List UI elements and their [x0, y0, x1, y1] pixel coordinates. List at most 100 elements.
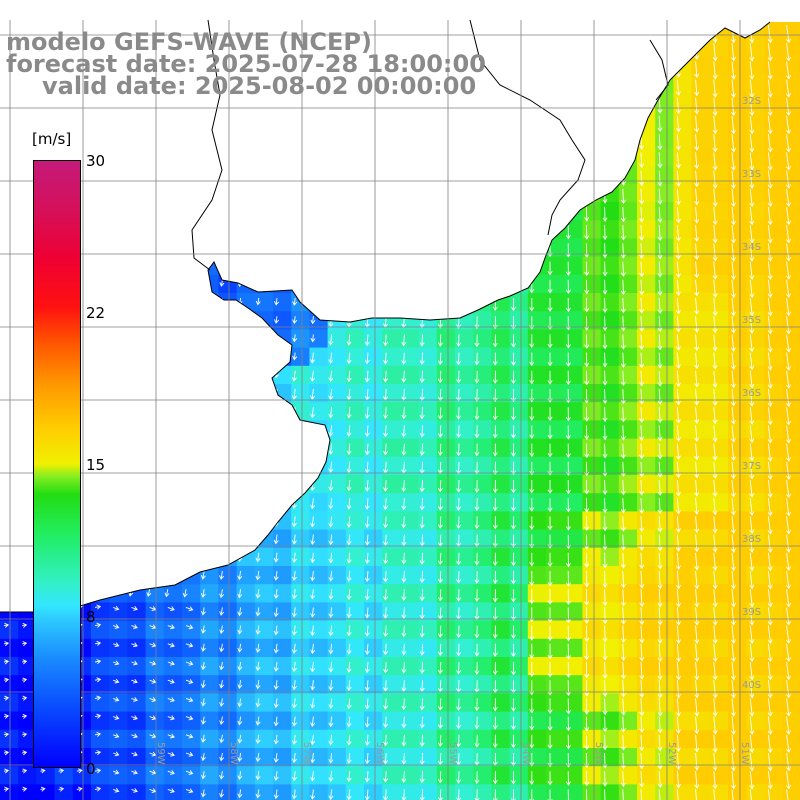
- wind-cell: [327, 347, 347, 367]
- wind-cell: [182, 602, 201, 621]
- wind-cell: [309, 129, 328, 148]
- wind-arrow: [18, 188, 24, 197]
- wind-arrow: [364, 334, 370, 347]
- wind-arrow: [730, 152, 737, 171]
- wind-arrow: [639, 24, 645, 41]
- wind-arrow: [437, 443, 443, 457]
- wind-cell: [327, 256, 347, 276]
- wind-cell: [327, 529, 347, 549]
- wind-cell: [0, 274, 19, 294]
- wind-arrow: [492, 206, 498, 221]
- wind-cell: [709, 420, 729, 439]
- wind-cell: [436, 456, 456, 476]
- wind-cell: [764, 38, 783, 57]
- wind-cell: [564, 729, 583, 749]
- wind-cell: [655, 529, 674, 549]
- wind-cell: [291, 129, 310, 148]
- wind-arrow: [565, 425, 571, 440]
- wind-cell: [764, 56, 783, 75]
- wind-cell: [145, 675, 165, 694]
- wind-cell: [291, 711, 310, 731]
- wind-cell: [691, 129, 711, 148]
- wind-cell: [218, 584, 237, 603]
- wind-cell: [782, 638, 800, 658]
- wind-cell: [509, 111, 529, 130]
- wind-arrow: [291, 134, 297, 146]
- wind-cell: [782, 748, 800, 767]
- wind-arrow: [474, 225, 480, 239]
- wind-cell: [327, 620, 347, 640]
- wind-cell: [673, 584, 692, 603]
- wind-cell: [655, 475, 674, 494]
- wind-cell: [345, 729, 365, 749]
- wind-cell: [145, 566, 165, 585]
- wind-cell: [546, 584, 565, 603]
- lat-label: 37S: [742, 461, 761, 472]
- wind-cell: [309, 493, 328, 512]
- wind-arrow: [255, 170, 261, 182]
- wind-cell: [236, 402, 256, 421]
- wind-cell: [782, 92, 800, 112]
- wind-cell: [564, 274, 583, 294]
- wind-cell: [127, 329, 146, 348]
- wind-arrow: [200, 425, 206, 436]
- wind-arrow: [785, 352, 792, 371]
- wind-arrow: [492, 443, 498, 457]
- wind-cell: [163, 329, 183, 348]
- wind-cell: [600, 638, 620, 658]
- wind-arrow: [146, 498, 152, 508]
- wind-cell: [0, 293, 19, 312]
- wind-cell: [254, 547, 274, 567]
- wind-arrow: [218, 443, 224, 454]
- wind-cell: [418, 129, 438, 148]
- wind-arrow: [639, 407, 645, 423]
- wind-cell: [200, 402, 219, 421]
- wind-arrow: [456, 370, 462, 384]
- wind-cell: [236, 547, 256, 567]
- wind-cell: [582, 165, 601, 185]
- wind-arrow: [383, 279, 389, 292]
- wind-arrow: [712, 43, 718, 62]
- wind-arrow: [127, 516, 133, 526]
- wind-cell: [182, 111, 201, 130]
- wind-arrow: [218, 407, 224, 418]
- wind-arrow: [219, 352, 225, 360]
- wind-cell: [364, 620, 383, 640]
- wind-arrow: [675, 297, 681, 315]
- wind-arrow: [218, 134, 224, 145]
- wind-cell: [473, 165, 492, 185]
- wind-cell: [746, 566, 765, 585]
- wind-cell: [746, 347, 765, 367]
- wind-arrow: [785, 225, 792, 244]
- wind-cell: [436, 220, 456, 239]
- wind-cell: [473, 602, 492, 621]
- wind-arrow: [657, 425, 663, 442]
- wind-cell: [364, 602, 383, 621]
- wind-cell: [637, 402, 656, 421]
- wind-cell: [709, 529, 729, 549]
- wind-cell: [127, 547, 146, 567]
- wind-cell: [764, 274, 783, 294]
- wind-arrow: [694, 152, 700, 170]
- wind-cell: [746, 220, 765, 239]
- wind-cell: [728, 256, 747, 276]
- wind-arrow: [785, 425, 792, 444]
- wind-cell: [491, 256, 510, 276]
- wind-arrow: [182, 407, 188, 417]
- wind-cell: [145, 657, 165, 676]
- wind-cell: [145, 147, 165, 166]
- wind-cell: [163, 547, 183, 567]
- wind-arrow: [565, 243, 571, 258]
- wind-cell: [509, 711, 529, 731]
- wind-cell: [145, 293, 165, 312]
- wind-arrow: [657, 352, 663, 369]
- wind-cell: [236, 784, 256, 800]
- wind-cell: [527, 220, 547, 239]
- wind-cell: [637, 711, 656, 731]
- wind-arrow: [675, 461, 681, 479]
- wind-cell: [72, 111, 92, 130]
- wind-cell: [673, 38, 692, 57]
- wind-cell: [254, 511, 274, 530]
- wind-cell: [345, 274, 365, 294]
- wind-cell: [218, 566, 237, 585]
